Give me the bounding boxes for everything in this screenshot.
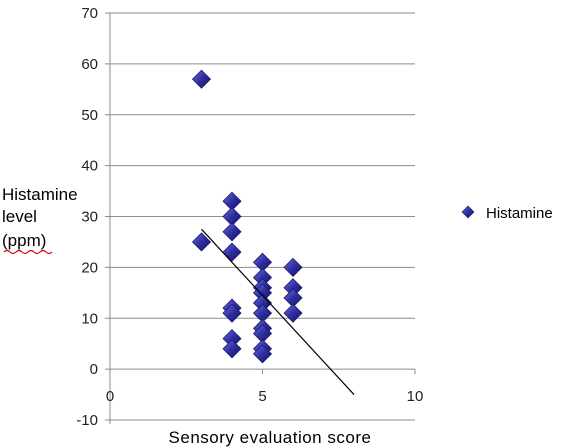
y-tick-label: -10 — [76, 412, 98, 429]
y-tick-label: 40 — [81, 158, 98, 175]
data-point — [283, 257, 303, 277]
trendline-layer — [201, 228, 355, 395]
y-tick-label: 60 — [81, 56, 98, 73]
x-tick-label: 0 — [106, 388, 114, 405]
y-tick-labels: -10 0 10 20 30 40 50 60 70 — [76, 5, 98, 429]
x-axis-title: Sensory evaluation score — [169, 428, 372, 447]
legend-label: Histamine — [486, 205, 553, 222]
data-point — [191, 69, 212, 89]
y-tick-label: 0 — [90, 361, 98, 378]
y-tick-label: 50 — [81, 107, 98, 124]
data-point — [222, 339, 242, 359]
y-tick-label: 20 — [81, 259, 98, 276]
y-tick-label: 30 — [81, 209, 98, 226]
gridlines — [105, 12, 415, 421]
data-point — [222, 303, 242, 323]
trendline — [201, 228, 355, 395]
data-points — [191, 69, 303, 364]
y-axis-title-line-2: level — [2, 207, 37, 226]
y-axis-title-line-3: (ppm) — [2, 231, 46, 250]
data-point — [191, 232, 212, 252]
y-axis-title: Histamine level (ppm) — [2, 185, 78, 255]
data-point — [222, 242, 242, 262]
y-axis-title-line-1: Histamine — [2, 185, 78, 204]
spellcheck-underline — [3, 249, 53, 255]
data-point — [283, 303, 303, 323]
x-tick-labels: 0 5 10 — [106, 388, 424, 405]
axes — [109, 13, 416, 424]
x-tick-label: 10 — [407, 388, 424, 405]
data-point — [222, 222, 242, 242]
x-tick-label: 5 — [258, 388, 266, 405]
y-tick-label: 70 — [81, 5, 98, 22]
y-tick-label: 10 — [81, 310, 98, 327]
legend-marker-diamond — [461, 205, 475, 219]
data-point — [252, 344, 273, 364]
legend: Histamine — [461, 205, 553, 222]
